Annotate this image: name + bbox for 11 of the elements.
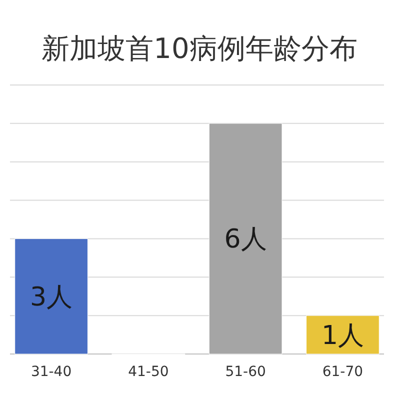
data-label: 6人: [224, 224, 267, 255]
bar: [208, 123, 282, 354]
chart-title: 新加坡首10病例年龄分布: [42, 32, 358, 65]
bar: [14, 238, 88, 354]
x-tick-label: 51-60: [225, 364, 266, 380]
x-tick-label: 31-40: [30, 364, 72, 380]
data-label: 1人: [321, 320, 364, 351]
x-tick-label: 61-70: [322, 364, 364, 380]
bar: [306, 315, 380, 354]
data-label: 3人: [30, 282, 73, 312]
x-tick-label: 41-50: [128, 364, 169, 380]
